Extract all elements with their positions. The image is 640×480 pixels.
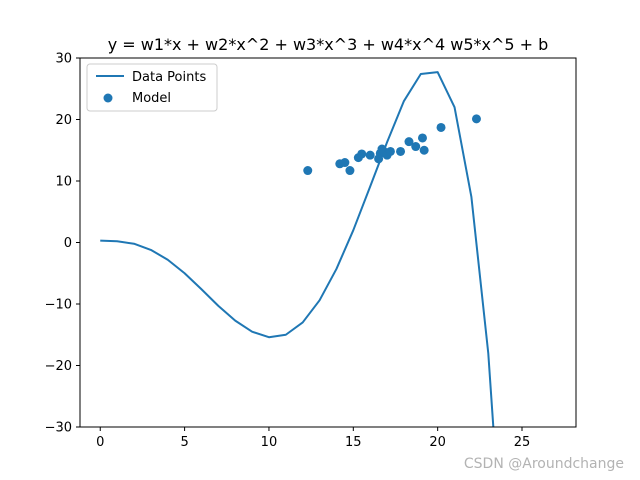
y-tick-label: −10 xyxy=(45,298,72,313)
x-tick-label: 0 xyxy=(96,435,104,450)
scatter-point-model xyxy=(345,166,355,176)
x-tick-label: 25 xyxy=(514,435,531,450)
scatter-point-model xyxy=(471,114,481,124)
series-line-data-points xyxy=(100,71,495,427)
y-tick-label: 20 xyxy=(55,113,72,128)
scatter-point-model xyxy=(357,149,367,159)
y-tick-label: −20 xyxy=(45,359,72,374)
x-tick-label: 15 xyxy=(345,435,362,450)
chart-title: y = w1*x + w2*x^2 + w3*x^3 + w4*x^4 w5*x… xyxy=(108,35,549,54)
scatter-point-model xyxy=(417,133,427,143)
scatter-point-model xyxy=(365,150,375,160)
x-tick-label: 20 xyxy=(429,435,446,450)
y-tick-label: 10 xyxy=(55,175,72,190)
scatter-point-model xyxy=(411,142,421,152)
y-tick-label: 30 xyxy=(55,52,72,67)
scatter-point-model xyxy=(436,122,446,132)
scatter-point-model xyxy=(385,146,395,156)
y-tick-label: −30 xyxy=(45,421,72,436)
plot-clip-group xyxy=(100,71,495,427)
legend: Data Points Model xyxy=(86,63,218,112)
legend-label-data-points: Data Points xyxy=(132,70,206,85)
legend-label-model: Model xyxy=(132,91,171,106)
watermark: CSDN @Aroundchange xyxy=(464,456,624,472)
legend-marker-swatch xyxy=(103,93,113,103)
scatter-point-model xyxy=(396,146,406,156)
scatter-point-model xyxy=(303,166,313,176)
plot-area xyxy=(100,71,495,427)
axes: 0 5 10 15 20 25 −30 −20 −10 0 10 20 30 xyxy=(45,52,577,450)
x-tick-label: 5 xyxy=(180,435,188,450)
scatter-point-model xyxy=(340,158,350,168)
x-tick-label: 10 xyxy=(261,435,278,450)
y-tick-label: 0 xyxy=(64,236,72,251)
scatter-point-model xyxy=(404,137,414,147)
scatter-point-model xyxy=(419,145,429,155)
axes-frame xyxy=(79,57,577,428)
